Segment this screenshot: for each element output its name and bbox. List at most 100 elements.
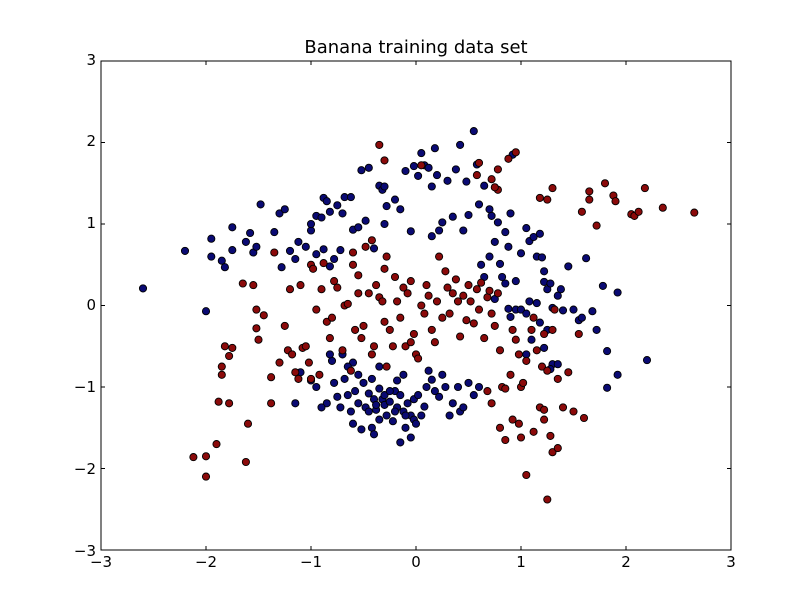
scatter-point xyxy=(525,297,534,306)
scatter-point xyxy=(399,370,408,379)
scatter-point xyxy=(546,279,555,288)
scatter-point xyxy=(382,202,391,211)
scatter-point xyxy=(477,260,486,269)
scatter-point xyxy=(543,195,552,204)
scatter-point xyxy=(348,419,358,428)
scatter-point xyxy=(474,200,484,209)
scatter-point xyxy=(406,433,415,442)
scatter-point xyxy=(217,256,226,265)
scatter-point xyxy=(585,187,594,196)
scatter-point xyxy=(406,227,415,236)
scatter-point xyxy=(367,350,376,359)
scatter-point xyxy=(469,391,478,400)
x-tick-label: 1 xyxy=(516,553,526,571)
y-tick-label: −2 xyxy=(74,460,96,478)
scatter-point xyxy=(432,297,442,306)
scatter-point xyxy=(553,360,562,369)
scatter-point xyxy=(317,213,326,222)
scatter-point xyxy=(393,297,402,306)
scatter-point xyxy=(333,283,342,292)
scatter-point xyxy=(189,453,198,462)
y-tick-label: 0 xyxy=(86,296,96,314)
y-tick-label: −3 xyxy=(74,542,96,560)
scatter-point xyxy=(487,399,496,408)
scatter-point xyxy=(574,329,583,339)
scatter-point xyxy=(380,156,389,165)
scatter-point xyxy=(511,277,520,286)
scatter-point xyxy=(220,342,229,351)
scatter-point xyxy=(315,370,324,379)
scatter-point xyxy=(529,232,538,242)
scatter-point xyxy=(201,452,211,461)
scatter-point xyxy=(516,433,526,442)
scatter-point xyxy=(453,382,463,392)
scatter-point xyxy=(180,246,190,255)
scatter-point xyxy=(487,309,496,318)
scatter-point xyxy=(367,236,376,245)
scatter-point xyxy=(217,362,226,371)
scatter-point xyxy=(357,166,366,175)
scatter-point xyxy=(285,285,295,294)
scatter-point xyxy=(212,440,221,449)
y-tick-label: 1 xyxy=(86,214,96,232)
scatter-point xyxy=(498,272,507,282)
scatter-point xyxy=(435,226,444,235)
scatter-point xyxy=(464,378,473,387)
scatter-point xyxy=(243,419,253,428)
scatter-point xyxy=(420,402,429,411)
scatter-point xyxy=(577,313,586,322)
scatter-point xyxy=(270,248,279,257)
scatter-point xyxy=(540,415,549,424)
scatter-point xyxy=(382,252,391,261)
scatter-point xyxy=(375,384,384,393)
scatter-point xyxy=(393,376,402,385)
scatter-point xyxy=(553,444,562,453)
scatter-point xyxy=(540,405,549,414)
scatter-point xyxy=(396,391,405,400)
scatter-point xyxy=(504,242,513,251)
scatter-point xyxy=(372,281,381,290)
scatter-point xyxy=(375,415,384,424)
scatter-point xyxy=(369,342,379,351)
scatter-point xyxy=(511,335,520,344)
scatter-point xyxy=(409,162,418,171)
scatter-point xyxy=(327,313,337,322)
scatter-point xyxy=(277,263,286,272)
scatter-point xyxy=(346,407,355,416)
scatter-point xyxy=(406,277,415,286)
scatter-point xyxy=(330,254,339,264)
scatter-point xyxy=(396,313,405,322)
scatter-point xyxy=(228,343,237,352)
scatter-point xyxy=(540,267,549,276)
scatter-point xyxy=(322,197,331,206)
scatter-point xyxy=(364,407,373,416)
scatter-point xyxy=(424,291,433,300)
scatter-point xyxy=(291,368,300,377)
scatter-point xyxy=(634,207,643,216)
scatter-point xyxy=(553,374,562,383)
scatter-point xyxy=(351,325,360,334)
scatter-point xyxy=(462,177,471,186)
scatter-point xyxy=(354,289,363,298)
scatter-point xyxy=(495,346,505,355)
scatter-point xyxy=(291,254,300,264)
scatter-point xyxy=(487,211,496,220)
scatter-point xyxy=(490,183,499,192)
scatter-point xyxy=(532,299,541,308)
scatter-point xyxy=(304,358,313,367)
scatter-point xyxy=(430,387,439,396)
scatter-point xyxy=(487,175,496,184)
scatter-point xyxy=(270,228,279,237)
scatter-point xyxy=(548,448,557,457)
scatter-point xyxy=(241,237,250,246)
scatter-point xyxy=(325,207,334,216)
scatter-point xyxy=(325,262,334,271)
scatter-point xyxy=(317,285,326,294)
scatter-point xyxy=(506,312,515,321)
scatter-point xyxy=(522,470,531,480)
scatter-point xyxy=(401,411,410,420)
scatter-point xyxy=(201,472,211,481)
scatter-point xyxy=(564,368,573,377)
scatter-point xyxy=(399,283,408,292)
